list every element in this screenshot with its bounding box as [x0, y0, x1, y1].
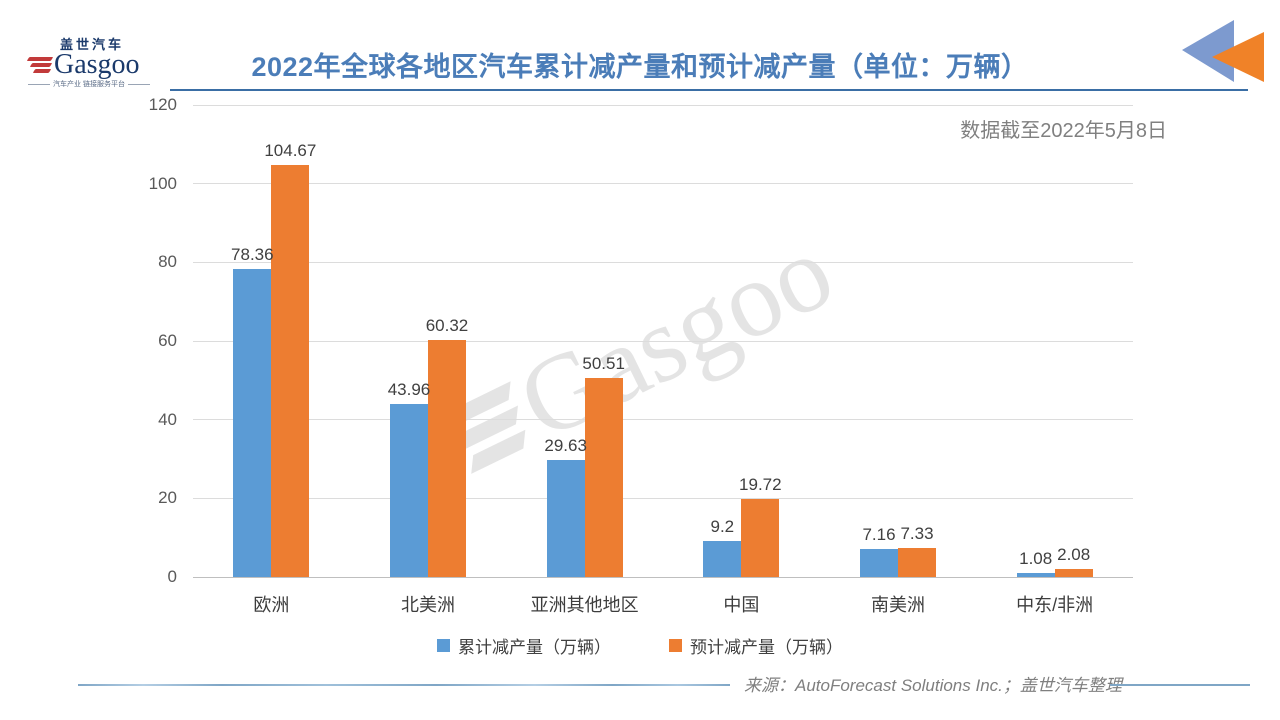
bar-value-label: 7.16	[862, 524, 896, 544]
bar	[703, 540, 742, 577]
bar	[1054, 568, 1093, 577]
bar-value-label: 78.36	[231, 244, 274, 264]
bar	[898, 548, 936, 577]
legend: 累计减产量（万辆） 预计减产量（万辆）	[0, 633, 1280, 658]
legend-label: 预计减产量（万辆）	[690, 638, 843, 657]
gridline	[193, 261, 1133, 263]
double-triangle-icon	[1182, 20, 1264, 82]
category-label: 中国	[723, 595, 760, 615]
bar	[271, 165, 310, 577]
bar-value-label: 60.32	[425, 315, 469, 335]
logo-english-name: Gasgoo	[54, 49, 140, 80]
bar-value-label: 43.96	[387, 380, 431, 400]
gridline	[193, 104, 1133, 106]
y-tick-label: 120	[148, 95, 177, 114]
title-underline	[170, 89, 1248, 91]
gasgoo-logo: 盖世汽车 Gasgoo 汽车产业 链接服务平台	[26, 37, 151, 88]
bar	[546, 460, 585, 577]
y-tick-label: 0	[167, 567, 177, 586]
legend-swatch-icon	[437, 639, 450, 652]
bar	[390, 404, 428, 577]
footer-divider-right	[1110, 684, 1250, 686]
y-tick-label: 100	[148, 173, 177, 193]
logo-chinese-name: 盖世汽车	[60, 37, 125, 52]
bar	[584, 378, 623, 577]
y-tick-label: 80	[158, 252, 177, 272]
y-axis: 0 20 40 60 80 100 120	[140, 95, 185, 586]
legend-label: 累计减产量（万辆）	[458, 638, 611, 657]
logo-stripes-icon	[26, 57, 54, 74]
y-tick-label: 20	[158, 488, 177, 508]
y-tick-label: 40	[158, 409, 177, 429]
bar	[1016, 572, 1055, 577]
chart-title: 2022年全球各地区汽车累计减产量和预计减产量（单位：万辆）	[251, 52, 1029, 82]
logo-tagline: 汽车产业 链接服务平台	[28, 81, 151, 88]
category-label: 北美洲	[400, 595, 455, 615]
category-label: 南美洲	[870, 595, 925, 615]
legend-swatch-icon	[669, 639, 682, 652]
bar	[741, 499, 780, 577]
bar	[860, 548, 898, 577]
bar-value-label: 29.63	[544, 436, 587, 456]
footer-divider-left	[78, 684, 730, 686]
bar-value-label: 1.08	[1019, 548, 1053, 568]
category-label: 亚洲其他地区	[530, 595, 639, 615]
bar-value-label: 9.2	[710, 516, 735, 536]
legend-item: 累计减产量（万辆）	[437, 633, 611, 658]
bar-value-label: 2.08	[1057, 544, 1091, 564]
category-label: 欧洲	[253, 595, 290, 615]
x-axis: 欧洲 北美洲 亚洲其他地区 中国 南美洲 中东/非洲	[193, 591, 1133, 617]
x-axis-line	[193, 576, 1133, 578]
category-label: 中东/非洲	[1016, 595, 1094, 615]
bar	[233, 268, 272, 577]
gridline	[193, 419, 1133, 421]
bar-value-label: 50.51	[582, 354, 625, 374]
bar-value-label: 104.67	[264, 141, 317, 161]
y-tick-label: 60	[158, 331, 177, 350]
legend-item: 预计减产量（万辆）	[669, 633, 843, 658]
bar-value-label: 7.33	[900, 524, 934, 544]
plot-area: 78.36 104.67 43.96 60.32 29.63 50.51 9.2 19.72 7…	[193, 104, 1133, 578]
data-cutoff-note: 数据截至2022年5月8日	[960, 120, 1167, 142]
bar	[428, 339, 466, 577]
source-text: 来源：AutoForecast Solutions Inc.；盖世汽车整理	[744, 676, 1122, 695]
gridline	[193, 183, 1133, 185]
bar-value-label: 19.72	[739, 475, 782, 495]
gridline	[193, 340, 1133, 342]
gridline	[193, 497, 1133, 499]
